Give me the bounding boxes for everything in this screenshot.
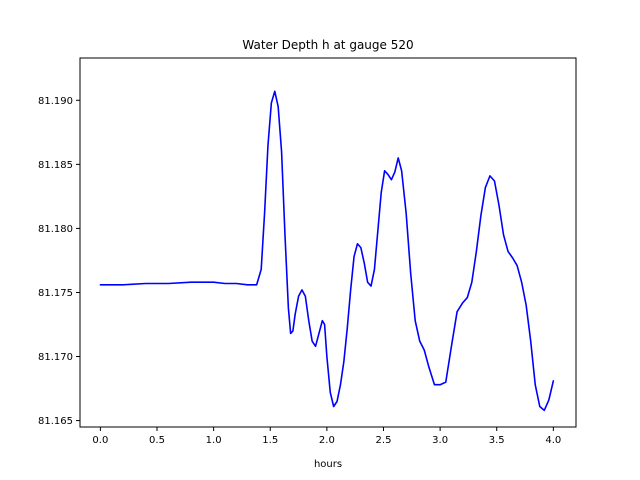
y-tick-label: 81.165 (38, 416, 73, 427)
x-tick-label: 1.0 (206, 435, 222, 446)
y-tick-label: 81.175 (38, 288, 73, 299)
x-tick-label: 4.0 (545, 435, 561, 446)
x-axis-label: hours (314, 459, 342, 470)
x-tick-label: 0.0 (92, 435, 108, 446)
series-line-0 (99, 90, 555, 412)
y-tick-label: 81.190 (38, 96, 73, 107)
x-axis-ticks: 0.0 0.5 1.0 1.5 2.0 2.5 3.0 3.5 4.0 (92, 427, 561, 446)
chart-title: Water Depth h at gauge 520 (242, 38, 413, 52)
y-axis-ticks: 81.165 81.170 81.175 81.180 81.185 81.190 (38, 96, 80, 427)
y-tick-label: 81.170 (38, 352, 73, 363)
plot-frame (79, 57, 577, 428)
x-tick-label: 3.5 (489, 435, 505, 446)
y-tick-label: 81.180 (38, 224, 73, 235)
x-tick-label: 1.5 (262, 435, 278, 446)
x-tick-label: 0.5 (149, 435, 165, 446)
plot-area (99, 90, 555, 412)
x-tick-label: 3.0 (432, 435, 448, 446)
y-tick-label: 81.185 (38, 160, 73, 171)
x-tick-label: 2.5 (376, 435, 392, 446)
x-tick-label: 2.0 (319, 435, 335, 446)
